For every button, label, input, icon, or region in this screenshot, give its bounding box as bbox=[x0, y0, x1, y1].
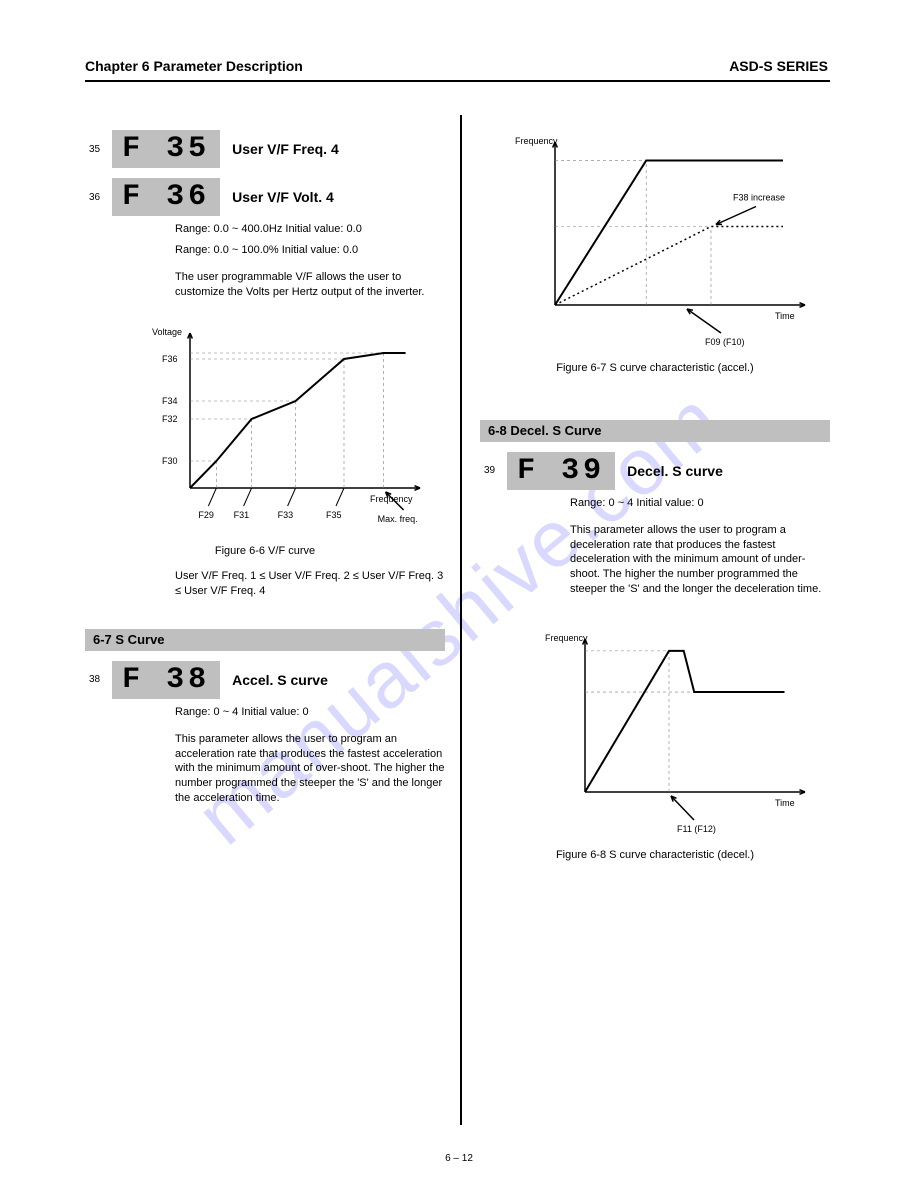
param-number: 35 bbox=[89, 144, 100, 155]
lcd-label-f35: F 35 bbox=[112, 130, 220, 168]
f35-row: 35 F 35 User V/F Freq. 4 bbox=[85, 130, 445, 168]
f38-row: 38 F 38 Accel. S curve bbox=[85, 661, 445, 699]
f39-desc: This parameter allows the user to progra… bbox=[570, 523, 830, 597]
svg-text:Max. freq.: Max. freq. bbox=[378, 514, 418, 524]
svg-text:F09 (F10): F09 (F10) bbox=[705, 337, 745, 347]
svg-text:F29: F29 bbox=[198, 510, 214, 520]
svg-text:F32: F32 bbox=[162, 414, 178, 424]
svg-text:F30: F30 bbox=[162, 456, 178, 466]
f38-title: Accel. S curve bbox=[232, 672, 328, 688]
left-column: 35 F 35 User V/F Freq. 4 36 F 36 User V/… bbox=[85, 130, 445, 806]
accel-curve-chart: F38 increase F09 (F10) Frequency Time bbox=[510, 130, 830, 355]
decel-curve-chart: F11 (F12) Frequency Time bbox=[540, 627, 830, 842]
chart1-caption: Figure 6-6 V/F curve bbox=[85, 544, 445, 559]
svg-text:Frequency: Frequency bbox=[545, 633, 588, 643]
svg-text:Frequency: Frequency bbox=[370, 494, 413, 504]
page-number: 6 – 12 bbox=[0, 1153, 918, 1164]
f38-range: Range: 0 ~ 4 Initial value: 0 bbox=[175, 705, 445, 720]
f36-desc: The user programmable V/F allows the use… bbox=[175, 270, 445, 300]
chart2-caption: Figure 6-7 S curve characteristic (accel… bbox=[480, 361, 830, 376]
svg-text:Time: Time bbox=[775, 798, 795, 808]
chart3-caption: Figure 6-8 S curve characteristic (decel… bbox=[480, 848, 830, 863]
chart1-caption2: User V/F Freq. 1 ≤ User V/F Freq. 2 ≤ Us… bbox=[175, 569, 445, 599]
f36-range: Range: 0.0 ~ 100.0% Initial value: 0.0 bbox=[175, 243, 445, 258]
header-right: ASD-S SERIES bbox=[729, 58, 828, 74]
header-left: Chapter 6 Parameter Description bbox=[85, 58, 303, 74]
lcd-label-f38: F 38 bbox=[112, 661, 220, 699]
svg-text:F35: F35 bbox=[326, 510, 342, 520]
svg-text:Time: Time bbox=[775, 311, 795, 321]
vf-curve-svg: F30 F32 F34 F36 F29 F31 F33 F35 Max. freq. Voltag… bbox=[145, 323, 425, 533]
header-rule bbox=[85, 80, 830, 82]
svg-text:F38 increase: F38 increase bbox=[733, 193, 785, 203]
svg-text:Frequency: Frequency bbox=[515, 136, 558, 146]
svg-text:F33: F33 bbox=[278, 510, 294, 520]
svg-text:F11 (F12): F11 (F12) bbox=[677, 824, 716, 834]
f35-title: User V/F Freq. 4 bbox=[232, 141, 339, 157]
f39-title: Decel. S curve bbox=[627, 463, 723, 479]
param-number: 36 bbox=[89, 192, 100, 203]
vf-curve-chart: F30 F32 F34 F36 F29 F31 F33 F35 Max. freq. Voltag… bbox=[145, 323, 445, 538]
svg-text:F34: F34 bbox=[162, 396, 178, 406]
section-decel: 6-8 Decel. S Curve bbox=[480, 420, 830, 442]
right-column: F38 increase F09 (F10) Frequency Time Figur… bbox=[480, 130, 830, 863]
f36-row: 36 F 36 User V/F Volt. 4 bbox=[85, 178, 445, 216]
svg-text:Voltage: Voltage bbox=[152, 327, 182, 337]
column-divider bbox=[460, 115, 462, 1125]
f39-range: Range: 0 ~ 4 Initial value: 0 bbox=[570, 496, 830, 511]
page: manualshive.com Chapter 6 Parameter Desc… bbox=[0, 0, 918, 1188]
f38-desc: This parameter allows the user to progra… bbox=[175, 732, 445, 806]
svg-text:F31: F31 bbox=[234, 510, 250, 520]
param-number: 39 bbox=[484, 465, 495, 476]
f35-range: Range: 0.0 ~ 400.0Hz Initial value: 0.0 bbox=[175, 222, 445, 237]
decel-curve-svg: F11 (F12) Frequency Time bbox=[540, 627, 810, 837]
lcd-label-f36: F 36 bbox=[112, 178, 220, 216]
f39-row: 39 F 39 Decel. S curve bbox=[480, 452, 830, 490]
section-s-curve: 6-7 S Curve bbox=[85, 629, 445, 651]
f36-title: User V/F Volt. 4 bbox=[232, 189, 334, 205]
svg-text:F36: F36 bbox=[162, 354, 178, 364]
accel-curve-svg: F38 increase F09 (F10) Frequency Time bbox=[510, 130, 810, 350]
param-number: 38 bbox=[89, 674, 100, 685]
lcd-label-f39: F 39 bbox=[507, 452, 615, 490]
